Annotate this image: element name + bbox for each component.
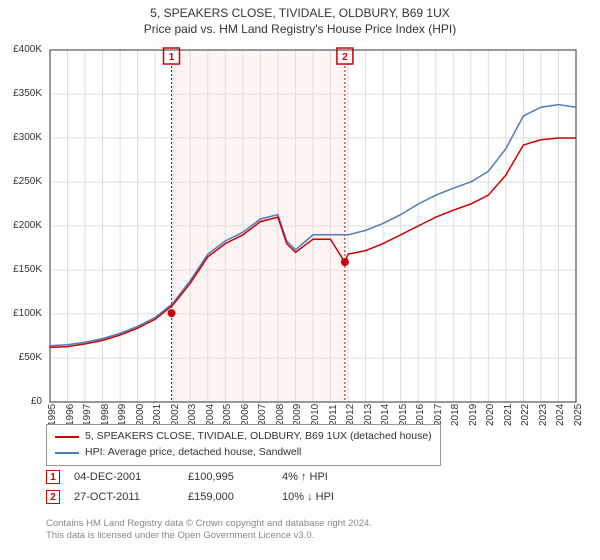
x-axis-tick-label: 2001 xyxy=(152,404,163,426)
chart-plot-area: 12 £0£50K£100K£150K£200K£250K£300K£350K£… xyxy=(46,46,580,416)
y-axis-tick-label: £50K xyxy=(2,352,42,363)
x-axis-tick-label: 1997 xyxy=(82,404,93,426)
legend-item-2: HPI: Average price, detached house, Sand… xyxy=(55,445,432,461)
x-axis-tick-label: 2018 xyxy=(450,404,461,426)
sales-table: 1 04-DEC-2001 £100,995 4% ↑ HPI 2 27-OCT… xyxy=(46,470,342,510)
x-axis-tick-label: 2003 xyxy=(187,404,198,426)
sale-row-1: 1 04-DEC-2001 £100,995 4% ↑ HPI xyxy=(46,470,342,484)
footer-attribution: Contains HM Land Registry data © Crown c… xyxy=(46,518,372,543)
sale-marker-2: 2 xyxy=(46,490,60,504)
sale-hpi-1: 4% ↑ HPI xyxy=(282,471,342,483)
x-axis-tick-label: 2024 xyxy=(555,404,566,426)
y-axis-tick-label: £0 xyxy=(2,396,42,407)
y-axis-tick-label: £400K xyxy=(2,44,42,55)
x-axis-tick-label: 1998 xyxy=(100,404,111,426)
footer-line-2: This data is licensed under the Open Gov… xyxy=(46,530,372,542)
legend-label-1: 5, SPEAKERS CLOSE, TIVIDALE, OLDBURY, B6… xyxy=(85,429,432,445)
svg-text:1: 1 xyxy=(169,52,175,63)
legend-item-1: 5, SPEAKERS CLOSE, TIVIDALE, OLDBURY, B6… xyxy=(55,429,432,445)
x-axis-tick-label: 2004 xyxy=(205,404,216,426)
x-axis-tick-label: 1999 xyxy=(117,404,128,426)
y-axis-tick-label: £200K xyxy=(2,220,42,231)
x-axis-tick-label: 2008 xyxy=(275,404,286,426)
x-axis-tick-label: 2010 xyxy=(310,404,321,426)
legend-swatch-1 xyxy=(55,436,79,438)
x-axis-tick-label: 2020 xyxy=(485,404,496,426)
x-axis-tick-label: 1995 xyxy=(47,404,58,426)
sale-price-2: £159,000 xyxy=(188,491,268,503)
legend-label-2: HPI: Average price, detached house, Sand… xyxy=(85,445,301,461)
footer-line-1: Contains HM Land Registry data © Crown c… xyxy=(46,518,372,530)
x-axis-tick-label: 2021 xyxy=(503,404,514,426)
x-axis-tick-label: 2009 xyxy=(292,404,303,426)
legend-swatch-2 xyxy=(55,452,79,454)
legend-box: 5, SPEAKERS CLOSE, TIVIDALE, OLDBURY, B6… xyxy=(46,424,441,466)
title-line-2: Price paid vs. HM Land Registry's House … xyxy=(0,22,600,36)
x-axis-tick-label: 2006 xyxy=(240,404,251,426)
x-axis-tick-label: 2019 xyxy=(468,404,479,426)
y-axis-tick-label: £300K xyxy=(2,132,42,143)
sale-price-1: £100,995 xyxy=(188,471,268,483)
x-axis-tick-label: 2000 xyxy=(135,404,146,426)
x-axis-tick-label: 2005 xyxy=(222,404,233,426)
chart-title-block: 5, SPEAKERS CLOSE, TIVIDALE, OLDBURY, B6… xyxy=(0,0,600,36)
x-axis-tick-label: 2025 xyxy=(573,404,584,426)
sale-date-1: 04-DEC-2001 xyxy=(74,471,174,483)
x-axis-tick-label: 1996 xyxy=(65,404,76,426)
sale-marker-1: 1 xyxy=(46,470,60,484)
sale-row-2: 2 27-OCT-2011 £159,000 10% ↓ HPI xyxy=(46,490,342,504)
sale-date-2: 27-OCT-2011 xyxy=(74,491,174,503)
x-axis-tick-label: 2013 xyxy=(363,404,374,426)
sale-hpi-2: 10% ↓ HPI xyxy=(282,491,342,503)
x-axis-tick-label: 2007 xyxy=(257,404,268,426)
x-axis-tick-label: 2002 xyxy=(170,404,181,426)
x-axis-tick-label: 2016 xyxy=(415,404,426,426)
x-axis-tick-label: 2022 xyxy=(520,404,531,426)
x-axis-tick-label: 2012 xyxy=(345,404,356,426)
y-axis-tick-label: £100K xyxy=(2,308,42,319)
x-axis-tick-label: 2023 xyxy=(538,404,549,426)
y-axis-tick-label: £250K xyxy=(2,176,42,187)
y-axis-tick-label: £350K xyxy=(2,88,42,99)
x-axis-tick-label: 2011 xyxy=(328,404,339,426)
x-axis-tick-label: 2017 xyxy=(433,404,444,426)
x-axis-tick-label: 2014 xyxy=(380,404,391,426)
svg-text:2: 2 xyxy=(342,52,348,63)
title-line-1: 5, SPEAKERS CLOSE, TIVIDALE, OLDBURY, B6… xyxy=(0,6,600,20)
y-axis-tick-label: £150K xyxy=(2,264,42,275)
x-axis-tick-label: 2015 xyxy=(398,404,409,426)
chart-svg: 12 xyxy=(46,46,580,416)
